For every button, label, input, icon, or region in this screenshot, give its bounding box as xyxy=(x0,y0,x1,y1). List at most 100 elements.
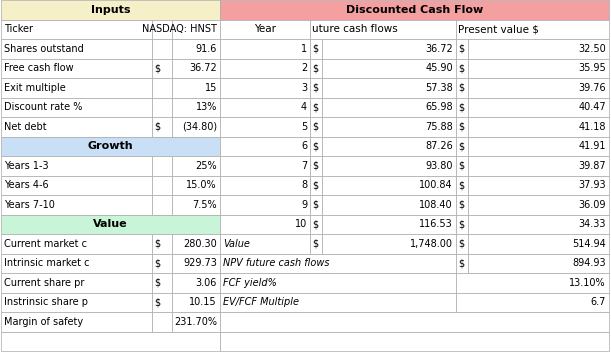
Bar xyxy=(220,136,310,156)
Text: $: $ xyxy=(312,141,318,151)
Bar xyxy=(172,312,220,332)
Bar xyxy=(172,19,220,39)
Text: $: $ xyxy=(154,258,160,268)
Bar xyxy=(468,156,609,175)
Text: Present value $: Present value $ xyxy=(458,24,539,34)
Bar xyxy=(172,253,220,273)
Bar xyxy=(172,175,220,195)
Bar xyxy=(322,117,456,136)
Bar xyxy=(220,58,310,78)
Text: Instrinsic share p: Instrinsic share p xyxy=(4,297,88,307)
Bar xyxy=(172,117,220,136)
Text: 116.53: 116.53 xyxy=(419,219,453,229)
Text: 3: 3 xyxy=(301,83,307,93)
Bar xyxy=(468,195,609,214)
Text: 36.72: 36.72 xyxy=(425,44,453,54)
Bar xyxy=(468,78,609,97)
Text: $: $ xyxy=(458,102,464,112)
Text: 93.80: 93.80 xyxy=(425,161,453,171)
Text: $: $ xyxy=(458,180,464,190)
Bar xyxy=(322,175,456,195)
Bar xyxy=(310,175,322,195)
Bar xyxy=(1,19,152,39)
Text: Shares outstand: Shares outstand xyxy=(4,44,84,54)
Bar xyxy=(1,97,152,117)
Text: 514.94: 514.94 xyxy=(573,239,606,249)
Bar xyxy=(220,273,456,292)
Bar xyxy=(220,156,310,175)
Text: $: $ xyxy=(458,200,464,210)
Text: 91.6: 91.6 xyxy=(196,44,217,54)
Bar xyxy=(152,156,172,175)
Text: EV/FCF Multiple: EV/FCF Multiple xyxy=(223,297,299,307)
Text: uture cash flows: uture cash flows xyxy=(312,24,398,34)
Bar xyxy=(152,292,172,312)
Bar xyxy=(468,39,609,58)
Text: NPV future cash flows: NPV future cash flows xyxy=(223,258,329,268)
Bar xyxy=(310,97,322,117)
Text: $: $ xyxy=(312,83,318,93)
Bar xyxy=(152,234,172,253)
Text: Value: Value xyxy=(93,219,128,229)
Text: Ticker: Ticker xyxy=(4,24,33,34)
Text: 9: 9 xyxy=(301,200,307,210)
Bar xyxy=(220,97,310,117)
Bar xyxy=(310,39,322,58)
Text: $: $ xyxy=(154,122,160,132)
Text: 894.93: 894.93 xyxy=(573,258,606,268)
Bar xyxy=(152,58,172,78)
Text: Years 4-6: Years 4-6 xyxy=(4,180,49,190)
Bar xyxy=(172,195,220,214)
Bar xyxy=(456,39,468,58)
Text: $: $ xyxy=(458,63,464,73)
Text: $: $ xyxy=(458,122,464,132)
Bar xyxy=(468,175,609,195)
Text: 1: 1 xyxy=(301,44,307,54)
Text: 75.88: 75.88 xyxy=(425,122,453,132)
Text: 4: 4 xyxy=(301,102,307,112)
Bar xyxy=(310,156,322,175)
Text: 2: 2 xyxy=(301,63,307,73)
Bar xyxy=(310,136,322,156)
Bar xyxy=(152,175,172,195)
Text: 10: 10 xyxy=(295,219,307,229)
Text: $: $ xyxy=(458,219,464,229)
Bar xyxy=(220,195,310,214)
Text: Inputs: Inputs xyxy=(91,5,130,15)
Bar xyxy=(220,0,609,19)
Bar xyxy=(220,253,456,273)
Text: 280.30: 280.30 xyxy=(183,239,217,249)
Bar xyxy=(220,117,310,136)
Text: $: $ xyxy=(154,239,160,249)
Bar xyxy=(220,78,310,97)
Text: Years 7-10: Years 7-10 xyxy=(4,200,55,210)
Text: $: $ xyxy=(458,44,464,54)
Bar xyxy=(310,78,322,97)
Text: 65.98: 65.98 xyxy=(425,102,453,112)
Text: 6: 6 xyxy=(301,141,307,151)
Bar xyxy=(1,195,152,214)
Text: Current share pr: Current share pr xyxy=(4,278,84,288)
Bar xyxy=(1,253,152,273)
Bar xyxy=(152,273,172,292)
Bar xyxy=(322,78,456,97)
Text: 10.15: 10.15 xyxy=(189,297,217,307)
Bar xyxy=(1,39,152,58)
Bar xyxy=(456,234,468,253)
Text: (34.80): (34.80) xyxy=(182,122,217,132)
Bar xyxy=(1,292,152,312)
Bar xyxy=(456,253,468,273)
Text: 15: 15 xyxy=(205,83,217,93)
Text: NASDAQ: HNST: NASDAQ: HNST xyxy=(142,24,217,34)
Text: 37.93: 37.93 xyxy=(579,180,606,190)
Text: 40.47: 40.47 xyxy=(579,102,606,112)
Text: 41.91: 41.91 xyxy=(579,141,606,151)
Bar xyxy=(456,97,468,117)
Text: $: $ xyxy=(458,239,464,249)
Text: $: $ xyxy=(458,141,464,151)
Text: Exit multiple: Exit multiple xyxy=(4,83,66,93)
Text: Margin of safety: Margin of safety xyxy=(4,317,83,327)
Bar xyxy=(220,312,609,332)
Bar xyxy=(322,195,456,214)
Text: $: $ xyxy=(312,44,318,54)
